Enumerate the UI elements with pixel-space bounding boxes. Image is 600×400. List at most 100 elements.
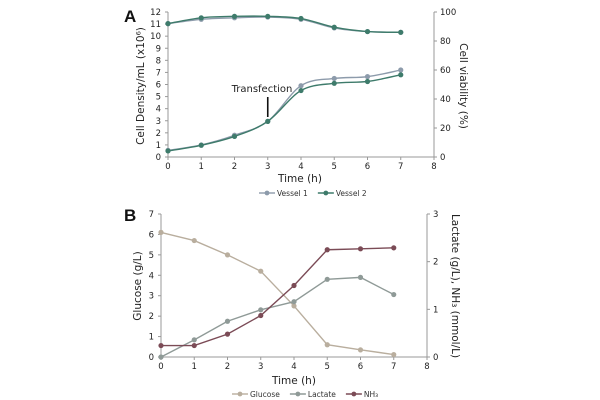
x-tick-label: 4 [298, 162, 303, 172]
legend-label-vessel-2: Vessel 2 [336, 189, 367, 198]
y2-tick-label: 2 [433, 258, 438, 268]
x-tick-label: 5 [325, 362, 330, 372]
chart-b-xlabel: Time (h) [271, 375, 316, 387]
data-point-lactate [324, 276, 330, 282]
y-tick-label: 4 [156, 105, 161, 115]
data-point-nh- [158, 342, 164, 349]
y-tick-label: 10 [150, 32, 161, 42]
legend-label-nh-: NH₃ [364, 390, 378, 399]
data-point-vessel-2 [265, 13, 271, 19]
legend-marker-glucose [237, 391, 243, 397]
x-tick-label: 4 [291, 362, 296, 372]
data-point-glucose [224, 252, 231, 258]
x-tick-label: 3 [265, 162, 270, 172]
data-point-lactate [357, 274, 364, 280]
data-point-lactate [258, 307, 264, 313]
data-point-vessel-2 [165, 21, 171, 27]
y2-tick-label: 100 [440, 8, 456, 18]
legend-marker-nh- [351, 391, 357, 397]
chart-a-xlabel: Time (h) [277, 173, 322, 185]
y-tick-label: 7 [156, 68, 161, 78]
legend-label-lactate: Lactate [308, 390, 336, 399]
y2-tick-label: 60 [440, 66, 451, 76]
data-point-vessel-2 [331, 80, 337, 86]
data-point-nh- [357, 246, 364, 252]
data-point-lactate [191, 337, 197, 343]
data-point-vessel-1 [298, 83, 304, 89]
x-tick-label: 6 [365, 162, 370, 172]
x-tick-label: 1 [192, 362, 197, 372]
y-tick-label: 3 [156, 117, 161, 127]
y-tick-label: 6 [156, 81, 161, 91]
data-point-vessel-2 [198, 15, 204, 21]
data-point-vessel-2 [331, 24, 337, 30]
y-tick-label: 4 [149, 271, 154, 281]
series-line-vessel-2-right [167, 15, 401, 33]
x-tick-label: 2 [225, 362, 230, 372]
data-point-glucose [258, 268, 264, 274]
x-tick-label: 5 [332, 162, 337, 172]
data-point-nh- [224, 331, 231, 337]
y-tick-label: 11 [150, 20, 161, 30]
x-tick-label: 8 [424, 362, 429, 372]
data-point-vessel-2 [364, 78, 371, 85]
data-point-glucose [191, 237, 197, 244]
x-tick-label: 3 [258, 362, 263, 372]
y-tick-label: 0 [149, 353, 154, 363]
x-tick-label: 8 [431, 162, 436, 172]
y-tick-label: 3 [149, 292, 154, 302]
data-point-vessel-2 [398, 72, 404, 78]
series-line-vessel-2-left [167, 74, 401, 152]
data-point-vessel-2 [298, 15, 304, 22]
data-point-lactate [158, 354, 164, 360]
data-point-vessel-2 [298, 87, 304, 94]
y-tick-label: 2 [149, 312, 154, 322]
data-point-nh- [391, 245, 397, 251]
series-line-lactate-right [160, 276, 395, 358]
x-tick-label: 7 [391, 362, 396, 372]
data-point-vessel-2 [198, 142, 204, 148]
chart-a-y2label: Cell viability (%) [457, 43, 469, 129]
series-line-nh--right [161, 247, 394, 347]
legend-marker-vessel-2 [323, 190, 329, 196]
y-tick-label: 5 [156, 93, 161, 103]
y-tick-label: 5 [149, 251, 154, 261]
x-tick-label: 1 [199, 162, 204, 172]
x-tick-label: 2 [232, 162, 237, 172]
x-tick-label: 7 [398, 162, 403, 172]
data-point-glucose [391, 351, 397, 358]
data-point-vessel-1 [364, 74, 371, 80]
data-point-lactate [291, 299, 297, 305]
legend-marker-lactate [295, 391, 301, 397]
y-tick-label: 0 [156, 153, 161, 163]
transfection-annotation: Transfection [231, 84, 293, 95]
y-tick-label: 9 [156, 44, 161, 54]
data-point-nh- [291, 282, 297, 289]
data-point-glucose [324, 342, 330, 348]
y-tick-label: 6 [149, 230, 154, 240]
chart-b-ylabel: Glucose (g/L) [132, 251, 144, 320]
legend-marker-vessel-1 [264, 190, 270, 196]
series-line-glucose-left [160, 231, 394, 356]
data-point-vessel-1 [398, 67, 404, 73]
y-tick-label: 8 [156, 56, 161, 66]
y-tick-label: 2 [156, 129, 161, 139]
y2-tick-label: 1 [433, 305, 438, 315]
data-point-nh- [258, 312, 264, 319]
y-tick-label: 1 [149, 333, 154, 343]
x-tick-label: 0 [165, 162, 170, 172]
x-tick-label: 6 [358, 362, 363, 372]
data-point-glucose [291, 303, 297, 309]
y2-tick-label: 3 [433, 210, 438, 220]
panel-label-a: A [124, 7, 136, 26]
data-point-vessel-2 [231, 13, 238, 19]
data-point-vessel-2 [265, 118, 271, 124]
data-point-vessel-2 [398, 29, 404, 35]
data-point-lactate [224, 318, 231, 324]
y2-tick-label: 0 [440, 153, 445, 163]
chart-a: 0 1 2 3 4 5 6 7 80123456789101112020406080100Ves… [150, 8, 456, 198]
x-tick-label: 0 [158, 362, 163, 372]
y-tick-label: 12 [150, 8, 161, 18]
y-tick-label: 1 [156, 141, 161, 151]
